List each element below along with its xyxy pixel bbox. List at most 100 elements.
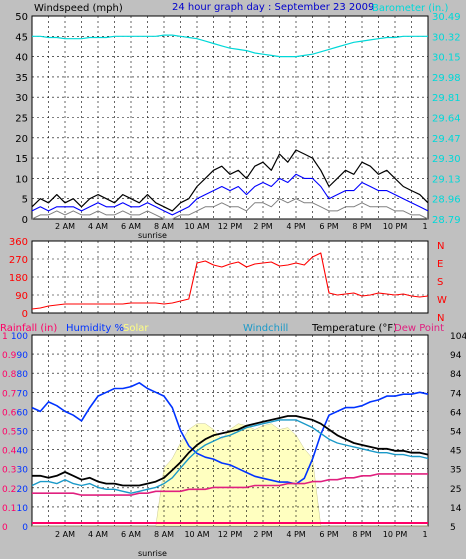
x-tick-label: 8 AM <box>154 530 174 539</box>
x-tick-label: 6 AM <box>121 530 141 539</box>
compass-label: W <box>437 295 447 306</box>
temperature-series <box>31 381 429 524</box>
x-tick-label: 4 AM <box>88 530 108 539</box>
direction-tick: 270 <box>9 255 28 266</box>
series-line <box>32 34 428 58</box>
direction-tick: 180 <box>9 273 28 284</box>
rainfall-tick: 0 <box>2 523 8 533</box>
series-line <box>31 149 429 212</box>
direction-ticks: 0 90 180 270 360 <box>9 237 28 320</box>
series-line <box>32 415 429 487</box>
humidity-tick: 0 <box>22 523 28 533</box>
temperature-tick: 35 <box>450 466 461 476</box>
windspeed-tick: 30 <box>15 93 28 104</box>
temperature-tick: 104 <box>450 332 466 342</box>
temperature-tick: 25 <box>450 485 461 495</box>
humidity-tick: 60 <box>17 408 29 418</box>
rainfall-ticks: 0 0.1 0.2 0.3 0.4 0.5 0.6 0.7 0.8 0.9 1 <box>2 332 17 533</box>
x-tick-label: 6 PM <box>319 222 338 231</box>
solar-area <box>32 423 428 527</box>
x-tick-label: 8 PM <box>352 530 371 539</box>
sunrise-label-bottom: sunrise <box>138 549 167 558</box>
solar-axis-title: Solar <box>123 323 149 334</box>
x-tick-label: 12 PM <box>218 222 243 231</box>
x-tick-label: 1 <box>422 530 427 539</box>
sunrise-label-top: sunrise <box>138 231 167 240</box>
barometer-ticks: 28.79 28.96 29.13 29.30 29.47 29.64 29.81 29.98… <box>432 12 461 226</box>
series-line <box>31 419 429 494</box>
barometer-tick: 30.32 <box>432 32 461 43</box>
solar-fill <box>32 423 428 527</box>
temperature-tick: 64 <box>450 408 462 418</box>
series-line <box>31 252 429 310</box>
barometer-tick: 29.30 <box>432 154 461 165</box>
x-tick-label: 10 AM <box>184 222 209 231</box>
windchill-axis-title: Windchill <box>243 323 288 334</box>
temperature-tick: 84 <box>450 370 462 380</box>
compass-label: N <box>437 313 444 324</box>
x-tick-label: 8 PM <box>352 222 371 231</box>
series-line <box>31 173 429 216</box>
barometer-tick: 28.96 <box>432 195 461 206</box>
chart-title: 24 hour graph day : September 23 2009 <box>172 2 374 13</box>
compass-label: E <box>437 259 443 270</box>
rainfall-axis-title: Rainfall (in) <box>0 323 57 334</box>
windspeed-tick: 0 <box>22 215 28 226</box>
temperature-ticks: 5 14 25 35 45 54 64 74 84 94 104 <box>450 332 466 533</box>
temperature-tick: 74 <box>450 389 462 399</box>
humidity-ticks: 0 10 20 30 40 50 60 70 80 90 100 <box>11 332 28 533</box>
humidity-axis-title: Humidity % <box>66 323 124 334</box>
temperature-x-ticks: 2 AM 4 AM 6 AM 8 AM 10 AM 12 PM 2 PM 4 PM 6 PM 8 … <box>55 530 428 539</box>
windspeed-tick: 15 <box>15 154 28 165</box>
x-tick-label: 10 PM <box>383 530 408 539</box>
temperature-tick: 5 <box>450 523 456 533</box>
barometer-tick: 30.15 <box>432 53 461 64</box>
windspeed-axis-title: Windspeed (mph) <box>34 3 123 14</box>
temperature-tick: 14 <box>450 504 462 514</box>
humidity-tick: 50 <box>17 428 29 438</box>
barometer-tick: 28.79 <box>432 215 461 226</box>
rainfall-tick: 0.2 <box>2 485 16 495</box>
humidity-tick: 100 <box>11 332 28 342</box>
windspeed-ticks: 0 5 10 15 20 25 30 35 40 45 50 <box>15 12 28 226</box>
humidity-tick: 30 <box>17 466 29 476</box>
x-tick-label: 2 PM <box>253 222 272 231</box>
compass-label: N <box>437 241 444 252</box>
barometer-tick: 30.49 <box>432 12 461 23</box>
rainfall-tick: 0.8 <box>2 370 17 380</box>
barometer-tick: 29.98 <box>432 73 461 84</box>
direction-tick: 360 <box>9 237 28 248</box>
x-tick-label: 2 PM <box>253 530 272 539</box>
windspeed-tick: 5 <box>22 195 28 206</box>
x-tick-label: 10 PM <box>383 222 408 231</box>
x-tick-label: 6 PM <box>319 530 338 539</box>
barometer-tick: 29.47 <box>432 134 461 145</box>
x-tick-label: 2 AM <box>55 222 75 231</box>
rainfall-tick: 0.3 <box>2 466 16 476</box>
rainfall-tick: 0.9 <box>2 351 17 361</box>
x-tick-label: 2 AM <box>55 530 75 539</box>
humidity-tick: 90 <box>17 351 29 361</box>
compass-label: S <box>437 277 443 288</box>
series-line <box>31 381 429 485</box>
humidity-tick: 70 <box>17 389 29 399</box>
temperature-grid <box>32 335 428 526</box>
barometer-axis-title: Barometer (in.) <box>372 3 448 14</box>
series-line <box>32 473 428 496</box>
windspeed-tick: 10 <box>15 174 28 185</box>
humidity-tick: 10 <box>17 504 29 514</box>
barometer-tick: 29.81 <box>432 93 461 104</box>
barometer-tick: 29.64 <box>432 114 461 125</box>
direction-tick: 90 <box>15 291 28 302</box>
x-tick-label: 4 PM <box>286 222 305 231</box>
windspeed-tick: 25 <box>15 114 28 125</box>
humidity-tick: 80 <box>17 370 29 380</box>
temperature-tick: 54 <box>450 428 462 438</box>
humidity-tick: 40 <box>17 447 29 457</box>
x-tick-label: 12 PM <box>218 530 243 539</box>
temperature-axis-title: Temperature (°F) <box>311 323 397 334</box>
x-tick-label: 10 AM <box>184 530 209 539</box>
wind-series <box>31 34 429 220</box>
